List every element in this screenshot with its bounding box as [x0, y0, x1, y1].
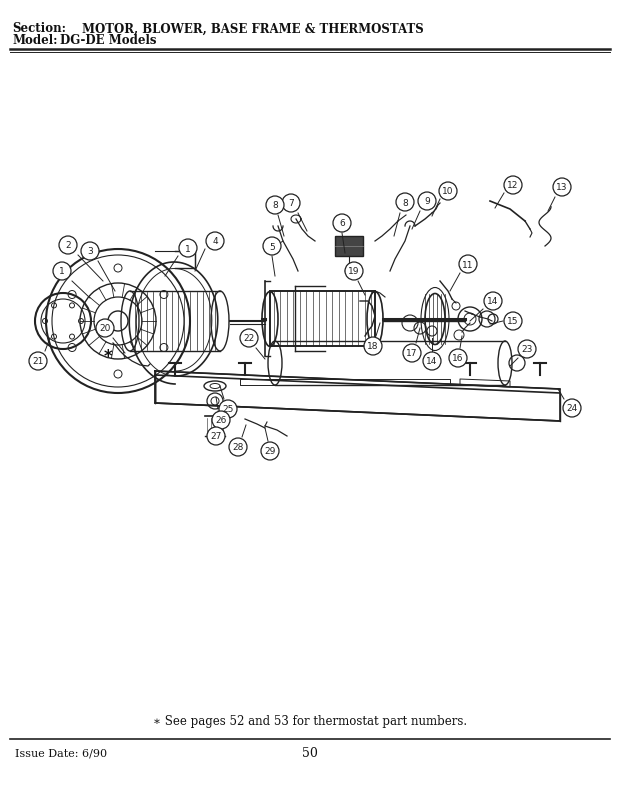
Text: Section:: Section: — [12, 23, 66, 36]
Circle shape — [263, 238, 281, 255]
Circle shape — [207, 427, 225, 445]
Circle shape — [206, 233, 224, 251]
Circle shape — [219, 401, 237, 418]
Circle shape — [179, 240, 197, 258]
Circle shape — [282, 195, 300, 212]
Text: 12: 12 — [507, 182, 519, 191]
Circle shape — [59, 237, 77, 255]
Text: 16: 16 — [452, 354, 464, 363]
Circle shape — [364, 337, 382, 355]
Circle shape — [96, 320, 114, 337]
Circle shape — [261, 443, 279, 461]
Circle shape — [212, 411, 230, 430]
Circle shape — [553, 178, 571, 197]
Circle shape — [396, 194, 414, 212]
Circle shape — [504, 177, 522, 195]
Text: 14: 14 — [427, 357, 438, 366]
Text: Model:: Model: — [12, 34, 58, 47]
Circle shape — [333, 215, 351, 233]
Text: MOTOR, BLOWER, BASE FRAME & THERMOSTATS: MOTOR, BLOWER, BASE FRAME & THERMOSTATS — [82, 23, 423, 36]
Circle shape — [504, 312, 522, 331]
Text: 3: 3 — [87, 247, 93, 256]
Circle shape — [439, 182, 457, 201]
Text: 18: 18 — [367, 342, 379, 351]
Circle shape — [266, 197, 284, 215]
Text: *: * — [104, 348, 112, 366]
Circle shape — [418, 193, 436, 211]
Text: 27: 27 — [210, 432, 222, 441]
Text: 9: 9 — [424, 197, 430, 206]
Text: 5: 5 — [269, 242, 275, 251]
Text: 10: 10 — [442, 187, 454, 196]
Text: 8: 8 — [402, 198, 408, 208]
Text: 21: 21 — [32, 357, 43, 366]
Text: 1: 1 — [185, 244, 191, 253]
Text: 7: 7 — [288, 200, 294, 208]
Text: 20: 20 — [99, 324, 111, 333]
Text: 25: 25 — [223, 405, 234, 414]
Text: 8: 8 — [272, 201, 278, 210]
Circle shape — [484, 293, 502, 311]
FancyBboxPatch shape — [335, 237, 363, 257]
Text: 26: 26 — [215, 416, 227, 425]
Circle shape — [53, 263, 71, 281]
Circle shape — [81, 242, 99, 260]
Circle shape — [423, 353, 441, 371]
Text: DG-DE Models: DG-DE Models — [60, 34, 156, 47]
Text: 4: 4 — [212, 237, 218, 247]
Text: 29: 29 — [264, 447, 276, 456]
Circle shape — [345, 263, 363, 281]
Text: 14: 14 — [487, 297, 498, 306]
Circle shape — [449, 350, 467, 367]
Text: 28: 28 — [232, 443, 244, 452]
Text: 24: 24 — [567, 404, 578, 413]
Circle shape — [240, 329, 258, 348]
Text: 23: 23 — [521, 345, 533, 354]
Text: ∗ See pages 52 and 53 for thermostat part numbers.: ∗ See pages 52 and 53 for thermostat par… — [153, 714, 467, 727]
Text: 11: 11 — [463, 260, 474, 269]
Text: 22: 22 — [244, 334, 255, 343]
Text: 1: 1 — [59, 267, 65, 277]
Text: 6: 6 — [339, 219, 345, 228]
Circle shape — [29, 353, 47, 371]
Text: Issue Date: 6/90: Issue Date: 6/90 — [15, 748, 107, 758]
Circle shape — [403, 345, 421, 363]
Circle shape — [518, 341, 536, 358]
Circle shape — [563, 400, 581, 418]
Circle shape — [459, 255, 477, 273]
Text: 50: 50 — [302, 747, 318, 760]
Text: 2: 2 — [65, 241, 71, 250]
Text: 19: 19 — [348, 267, 360, 277]
Circle shape — [229, 439, 247, 457]
Text: 15: 15 — [507, 317, 519, 326]
Text: 13: 13 — [556, 183, 568, 192]
Text: 17: 17 — [406, 349, 418, 358]
